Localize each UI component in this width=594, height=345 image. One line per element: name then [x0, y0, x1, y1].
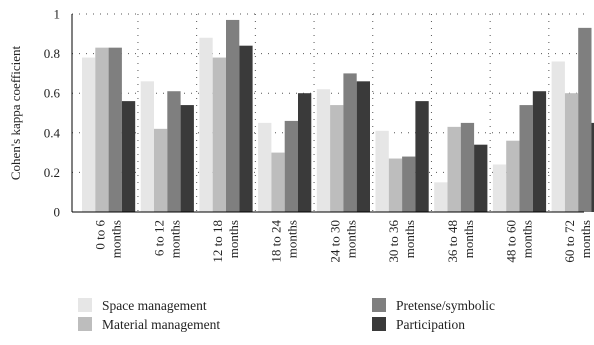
bar — [388, 158, 403, 212]
y-tick-label: 0.8 — [44, 46, 60, 61]
bar — [284, 120, 298, 212]
legend-item: Pretense/symbolic — [372, 298, 495, 313]
y-tick-label: 0.2 — [44, 165, 60, 180]
bar — [474, 144, 488, 212]
bar — [564, 93, 579, 212]
legend-item: Participation — [372, 317, 465, 332]
category-label-line: 48 to 60 — [504, 220, 519, 263]
x-category-label: 48 to 60 months — [504, 220, 535, 263]
bar — [330, 105, 344, 212]
bar — [226, 19, 240, 212]
bar — [167, 91, 181, 212]
bar — [492, 164, 507, 212]
legend: Space management Material management Prete… — [78, 298, 495, 332]
bar — [591, 122, 594, 212]
bars-group — [82, 19, 594, 213]
legend-swatch — [78, 298, 92, 312]
bar — [506, 140, 520, 212]
category-label-line: months — [226, 220, 241, 258]
category-label-line: months — [343, 220, 358, 258]
legend-item: Space management — [78, 298, 207, 313]
bar — [578, 27, 592, 212]
category-label-line: 36 to 48 — [445, 220, 460, 263]
bar — [258, 122, 272, 212]
legend-item: Material management — [78, 317, 220, 332]
x-category-label: 36 to 48 months — [445, 220, 476, 263]
bar — [356, 81, 370, 212]
bar — [82, 57, 96, 213]
bar — [298, 93, 312, 212]
bar — [95, 47, 109, 212]
category-label-line: 60 to 72 — [562, 220, 577, 263]
category-label-line: months — [578, 220, 593, 258]
bar — [402, 156, 416, 212]
bar — [121, 101, 136, 212]
bar — [375, 130, 389, 212]
x-category-label: 18 to 24 months — [269, 220, 300, 263]
y-axis-title: Cohen's kappa coefficient — [8, 46, 23, 181]
bar — [271, 152, 285, 212]
legend-label: Material management — [102, 317, 220, 332]
category-label-line: 6 to 12 — [151, 220, 166, 256]
category-label-line: 0 to 6 — [93, 220, 108, 250]
bar — [415, 101, 429, 212]
bar — [343, 73, 357, 213]
legend-swatch — [78, 317, 92, 331]
x-category-label: 60 to 72 months — [562, 220, 593, 263]
y-tick-label: 0.4 — [44, 125, 61, 140]
x-category-label: 24 to 30 months — [327, 220, 358, 263]
category-label-line: 18 to 24 — [269, 220, 284, 263]
bar — [154, 128, 168, 212]
category-label-line: months — [520, 220, 535, 258]
legend-label: Pretense/symbolic — [396, 298, 495, 313]
bar — [199, 37, 213, 213]
bar — [108, 47, 122, 212]
y-tick-label: 1 — [54, 7, 61, 22]
bar — [316, 89, 331, 212]
legend-swatch — [372, 317, 386, 331]
category-label-line: months — [402, 220, 417, 258]
category-label-line: months — [109, 220, 124, 258]
x-category-label: 6 to 12 months — [151, 220, 182, 258]
bar — [460, 122, 475, 212]
axes — [71, 14, 584, 213]
category-label-line: 24 to 30 — [327, 220, 342, 263]
category-label-line: months — [167, 220, 182, 258]
category-label-line: months — [461, 220, 476, 258]
bar — [140, 81, 154, 212]
bar — [180, 105, 194, 212]
legend-label: Participation — [396, 317, 465, 332]
grid-lines — [72, 13, 584, 212]
legend-swatch — [372, 298, 386, 312]
bar — [551, 61, 565, 212]
bar — [239, 45, 253, 213]
x-category-label: 12 to 18 months — [210, 220, 241, 263]
bar — [447, 126, 461, 212]
y-tick-label: 0 — [54, 205, 61, 220]
category-label-line: months — [285, 220, 300, 258]
category-label-line: 12 to 18 — [210, 220, 225, 263]
bar — [434, 182, 448, 212]
x-category-label: 30 to 36 months — [386, 220, 417, 263]
bar — [532, 91, 547, 212]
x-category-label: 0 to 6 months — [93, 220, 124, 259]
legend-label: Space management — [102, 298, 207, 313]
x-category-labels: 0 to 6 months 6 to 12 months 12 to 18 months 1… — [93, 220, 594, 263]
bar — [519, 105, 533, 212]
category-label-line: 30 to 36 — [386, 220, 401, 263]
bar — [212, 57, 226, 213]
y-tick-label: 0.6 — [44, 86, 61, 101]
y-tick-labels: 0 0.2 0.4 0.6 0.8 1 — [44, 7, 61, 220]
